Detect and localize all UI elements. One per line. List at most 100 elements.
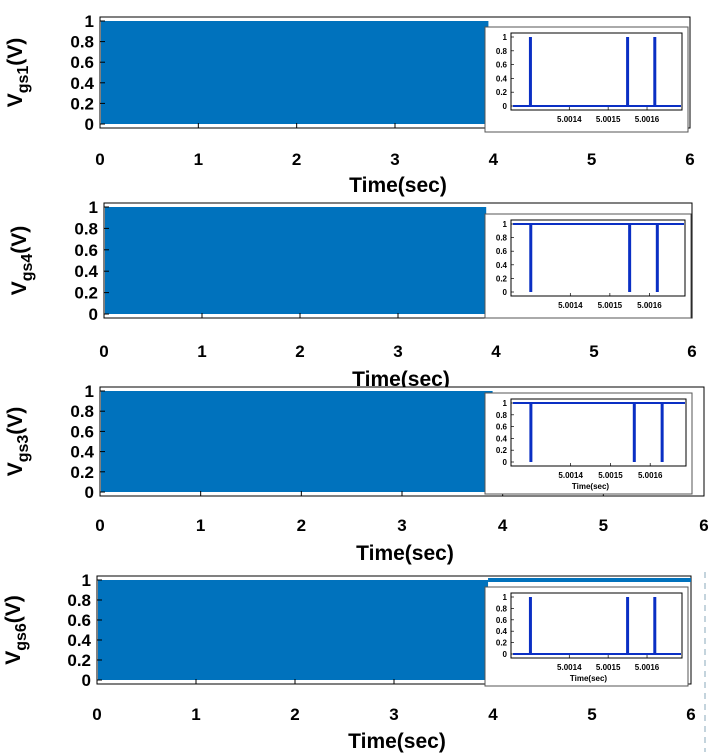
inset-x-tick-label: 5.0016 (635, 663, 660, 672)
y-tick-label: 0.2 (70, 94, 94, 113)
y-tick-label: 0.8 (70, 33, 94, 52)
signal-band (105, 207, 487, 314)
x-tick-label: 6 (685, 150, 694, 169)
inset-pulse (529, 224, 533, 292)
inset-x-tick-label: 5.0016 (638, 471, 663, 480)
y-axis-label: Vgs3(V) (4, 407, 32, 477)
inset-axes-frame (510, 398, 687, 467)
x-tick-label: 2 (290, 705, 299, 724)
y-label-sub: gs1 (15, 66, 32, 94)
inset-x-tick-label: 5.0014 (558, 471, 583, 480)
y-tick-label: 0.8 (70, 402, 94, 421)
inset-y-tick-label: 0.8 (496, 411, 508, 420)
inset-x-axis-label: Time(sec) (570, 674, 608, 683)
y-label-unit: (V) (8, 226, 31, 254)
inset-y-tick-label: 1 (503, 593, 508, 602)
y-tick-label: 0.4 (70, 443, 94, 462)
y-label-sub: gs3 (15, 435, 32, 463)
y-label-main: V (2, 651, 25, 665)
y-tick-label: 0.2 (74, 284, 98, 303)
signal-band (98, 580, 489, 680)
x-tick-label: 5 (587, 705, 596, 724)
x-tick-label: 3 (389, 705, 398, 724)
x-tick-label: 3 (397, 516, 406, 535)
x-tick-label: 6 (686, 705, 695, 724)
y-tick-label: 0.8 (67, 591, 91, 610)
inset-pulse (528, 597, 532, 654)
inset-y-tick-label: 0.6 (496, 423, 508, 432)
inset-y-tick-label: 0.8 (496, 604, 508, 613)
x-tick-label: 0 (95, 516, 104, 535)
inset-4: 0 0.2 0.4 0.6 0.8 1 5.0014 5.0015 5.0016 Time(sec… (484, 586, 689, 687)
y-tick-label: 1 (89, 198, 98, 217)
inset-y-tick-label: 0 (503, 650, 508, 659)
inset-y-tick-label: 1 (503, 399, 508, 408)
y-tick-label: 0 (85, 115, 94, 134)
inset-x-axis-label: Time(sec) (572, 482, 610, 491)
inset-pulse (626, 597, 630, 654)
y-tick-label: 1 (85, 382, 94, 401)
inset-2: 0 0.2 0.4 0.6 0.8 1 5.0014 5.0015 5.0016 (484, 213, 692, 319)
inset-y-tick-label: 0.2 (496, 446, 508, 455)
x-axis-label: Time(sec) (349, 174, 447, 197)
inset-pulse (660, 403, 664, 462)
y-tick-label: 0.6 (67, 611, 91, 630)
y-tick-label: 0.6 (70, 53, 94, 72)
inset-y-tick-label: 0.2 (496, 88, 508, 97)
inset-y-tick-label: 0.2 (496, 274, 508, 283)
inset-axes-frame (510, 592, 683, 659)
y-tick-label: 0.4 (67, 631, 91, 650)
x-tick-label: 2 (295, 342, 304, 361)
x-tick-label: 0 (92, 705, 101, 724)
inset-axes-frame (510, 219, 686, 297)
x-tick-label: 2 (297, 516, 306, 535)
y-label-unit: (V) (4, 38, 27, 66)
y-label-sub: gs6 (13, 623, 30, 651)
x-tick-label: 5 (589, 342, 598, 361)
inset-y-tick-label: 1 (503, 220, 508, 229)
y-axis-label: Vgs4(V) (8, 226, 36, 296)
y-axis-label: Vgs1(V) (4, 38, 32, 108)
x-tick-label: 5 (599, 516, 608, 535)
x-tick-label: 0 (95, 150, 104, 169)
subplot-2: 0 0.2 0.4 0.6 0.8 1 0 1 2 3 4 5 6 Time(sec) Vgs4(V) 0 0.… (8, 198, 697, 391)
x-tick-label: 5 (587, 150, 596, 169)
inset-x-tick-label: 5.0015 (596, 663, 621, 672)
inset-y-tick-label: 1 (503, 33, 508, 42)
x-tick-label: 3 (390, 150, 399, 169)
inset-x-tick-label: 5.0015 (598, 471, 623, 480)
inset-y-tick-label: 0 (503, 458, 508, 467)
x-tick-label: 0 (99, 342, 108, 361)
inset-pulse (653, 597, 657, 654)
y-tick-label: 0.6 (74, 241, 98, 260)
x-tick-label: 1 (196, 516, 205, 535)
x-tick-label: 1 (191, 705, 200, 724)
inset-x-tick-label: 5.0016 (635, 115, 660, 124)
subplot-3: 00.20.40.60.810 1 2 3 4 5 6Time(sec)Vgs3(V)00.… (4, 382, 709, 565)
inset-axes-frame (510, 32, 683, 111)
inset-x-tick-label: 5.0016 (637, 301, 662, 310)
inset-pulse (528, 37, 532, 106)
x-axis-label: Time(sec) (348, 730, 446, 753)
y-label-main: V (4, 462, 27, 476)
inset-y-tick-label: 0.6 (496, 247, 508, 256)
x-axis-label: Time(sec) (356, 542, 454, 565)
y-label-sub: gs4 (19, 254, 36, 282)
x-tick-label: 3 (393, 342, 402, 361)
inset-y-tick-label: 0.8 (496, 47, 508, 56)
inset-y-tick-label: 0 (503, 288, 508, 297)
y-tick-label: 0.2 (67, 651, 91, 670)
inset-y-tick-label: 0.4 (496, 434, 508, 443)
inset-x-tick-label: 5.0014 (558, 301, 583, 310)
inset-y-tick-label: 0.2 (496, 639, 508, 648)
inset-1: 0 0.2 0.4 0.6 0.8 1 5.0014 5.0015 5.0016 (484, 26, 689, 133)
y-tick-label: 0.6 (70, 422, 94, 441)
inset-pulse (632, 403, 636, 462)
y-axis-label: Vgs6(V) (2, 595, 30, 665)
inset-y-tick-label: 0.4 (496, 261, 508, 270)
x-tick-label: 6 (687, 342, 696, 361)
y-tick-label: 0 (82, 671, 91, 690)
y-tick-label: 0 (85, 483, 94, 502)
subplot-1: 00.20.40.60.810 1 2 3 4 5 6Time(sec)Vgs1(V)00.… (4, 12, 695, 197)
